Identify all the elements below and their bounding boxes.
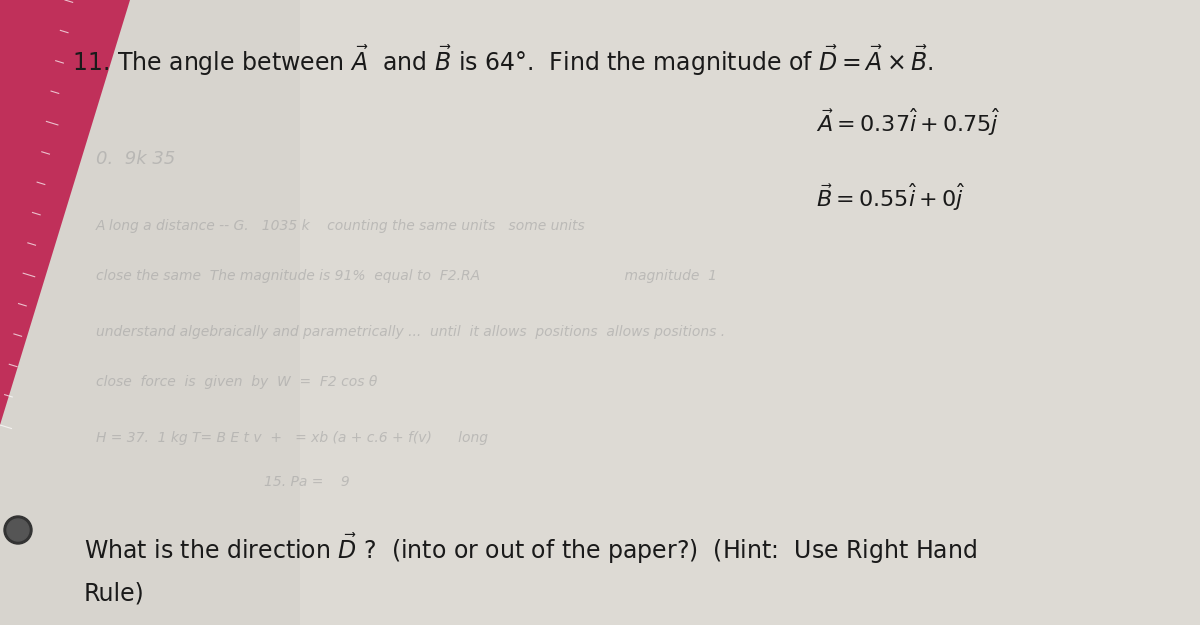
Text: 11. The angle between $\vec{A}$  and $\vec{B}$ is 64°.  Find the magnitude of $\: 11. The angle between $\vec{A}$ and $\ve…	[72, 44, 934, 79]
Text: Rule): Rule)	[84, 581, 145, 605]
Text: understand algebraically and parametrically ...  until  it allows  positions  al: understand algebraically and parametrica…	[96, 325, 725, 339]
Text: $\vec{B} = 0.55\hat{i} + 0\hat{j}$: $\vec{B} = 0.55\hat{i} + 0\hat{j}$	[816, 181, 965, 213]
Text: H = 37.  1 kg T= B E t v  +   = xb (a + c.6 + f(v)      long: H = 37. 1 kg T= B E t v + = xb (a + c.6 …	[96, 431, 488, 445]
FancyBboxPatch shape	[0, 0, 300, 625]
Text: 0.  9k 35: 0. 9k 35	[96, 150, 175, 168]
Text: close  force  is  given  by  W  =  F2 cos θ: close force is given by W = F2 cos θ	[96, 375, 377, 389]
Text: A long a distance -- G.   1035 k    counting the same units   some units: A long a distance -- G. 1035 k counting …	[96, 219, 586, 232]
Text: 15. Pa =    9: 15. Pa = 9	[264, 475, 349, 489]
Text: close the same  The magnitude is 91%  equal to  F2.RA                           : close the same The magnitude is 91% equa…	[96, 269, 718, 282]
Circle shape	[4, 516, 32, 544]
Text: $\vec{A} = 0.37\hat{i} + 0.75\hat{j}$: $\vec{A} = 0.37\hat{i} + 0.75\hat{j}$	[816, 106, 1000, 138]
Circle shape	[7, 519, 29, 541]
Polygon shape	[0, 0, 130, 425]
Text: What is the direction $\vec{D}$ ?  (into or out of the paper?)  (Hint:  Use Righ: What is the direction $\vec{D}$ ? (into …	[84, 531, 977, 566]
